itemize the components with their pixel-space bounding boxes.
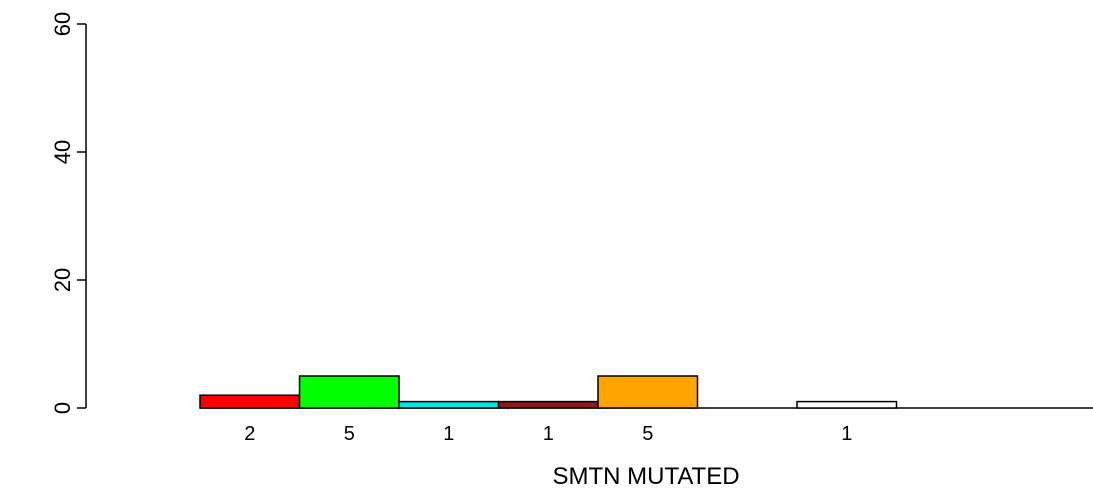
bar-count-label: 5 [642,423,653,445]
y-tick-label: 40 [50,140,75,164]
y-tick-label: 0 [50,402,75,414]
x-axis-title: SMTN MUTATED [552,463,739,490]
bar [398,400,500,409]
bar [597,375,699,409]
bar-count-label: 2 [244,423,255,445]
y-tick-label: 20 [50,268,75,292]
bar [199,394,301,409]
bar-count-label: 1 [443,423,454,445]
y-tick-label: 60 [50,12,75,36]
y-axis: 0 20 40 60 [50,12,1093,414]
bar-count-label: 1 [841,423,852,445]
bar [298,375,400,409]
bar-count-label: 5 [344,423,355,445]
bar-count-label: 1 [543,423,554,445]
bars-group [199,375,898,409]
count-labels-group: 2 5 1 1 5 1 [244,423,852,445]
bar [497,400,599,409]
bar [796,400,898,409]
